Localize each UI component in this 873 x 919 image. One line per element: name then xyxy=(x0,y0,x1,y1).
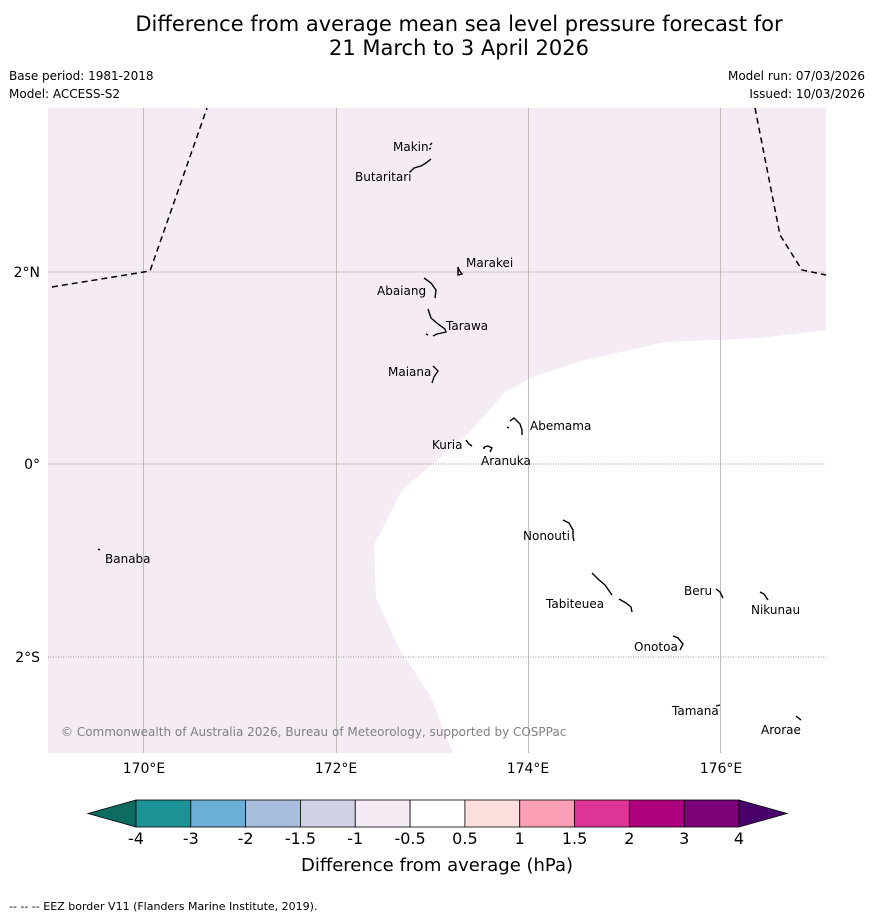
chart-title: Difference from average mean sea level p… xyxy=(0,12,873,60)
colorbar-tick-label: 1 xyxy=(515,829,525,848)
label-tamana: Tamana xyxy=(671,704,719,718)
colorbar-bin-0 xyxy=(135,799,192,828)
base-period: Base period: 1981-2018 xyxy=(9,69,154,83)
colorbar-bin-5 xyxy=(409,799,466,828)
issued-date: Issued: 10/03/2026 xyxy=(749,87,865,101)
colorbar-bin-4 xyxy=(354,799,411,828)
longitude-labels: 170°E 172°E 174°E 176°E xyxy=(123,761,743,777)
island-nonouti xyxy=(562,519,575,542)
colorbar-bin-10 xyxy=(683,799,740,828)
island-beru xyxy=(715,588,724,599)
copyright-notice: © Commonwealth of Australia 2026, Bureau… xyxy=(61,725,566,739)
lon-label-170e: 170°E xyxy=(123,761,166,777)
island-tabiteuea xyxy=(591,572,633,613)
island-abemama xyxy=(506,417,523,435)
island-nikunau xyxy=(759,591,769,601)
label-aranuka: Aranuka xyxy=(481,454,531,468)
label-makin: Makin xyxy=(393,140,429,154)
colorbar-bin-1 xyxy=(190,799,247,828)
meta-right: Model run: 07/03/2026 Issued: 10/03/2026 xyxy=(728,67,865,103)
eez-footnote: -- -- -- EEZ border V11 (Flanders Marine… xyxy=(9,900,318,913)
colorbar-tick-label: -2 xyxy=(238,829,254,848)
colorbar-bin-9 xyxy=(628,799,685,828)
label-abemama: Abemama xyxy=(530,419,591,433)
island-outlines xyxy=(97,142,802,721)
latitude-labels: 2°N 0° 2°S xyxy=(14,265,41,666)
colorbar-bin-6 xyxy=(464,799,521,828)
island-aranuka xyxy=(483,445,493,453)
label-maiana: Maiana xyxy=(388,365,431,379)
lat-label-0: 0° xyxy=(24,457,40,473)
lon-label-174e: 174°E xyxy=(507,761,550,777)
colorbar-tick-label: 2 xyxy=(624,829,634,848)
anomaly-region-light-purple xyxy=(48,108,826,753)
colorbar-tick-label: -3 xyxy=(183,829,199,848)
colorbar-tick-label: 0.5 xyxy=(452,829,477,848)
meta-left: Base period: 1981-2018 Model: ACCESS-S2 xyxy=(9,67,154,103)
island-maiana xyxy=(431,365,439,384)
label-banaba: Banaba xyxy=(105,552,151,566)
island-onotoa xyxy=(672,635,684,651)
island-abaiang xyxy=(423,277,437,299)
colorbar: -4 -3 -2 -1.5 -1 -0.5 0.5 1 1.5 2 3 4 xyxy=(86,799,789,848)
colorbar-bin-8 xyxy=(574,799,630,828)
island-marakei xyxy=(457,266,464,276)
label-nonouti: Nonouti xyxy=(523,529,570,543)
colorbar-extend-low xyxy=(86,799,137,828)
island-kuria xyxy=(465,439,473,447)
label-kuria: Kuria xyxy=(432,438,463,452)
eez-border xyxy=(51,107,827,288)
colorbar-title: Difference from average (hPa) xyxy=(301,855,573,876)
island-tarawa xyxy=(425,308,447,337)
colorbar-bin-3 xyxy=(300,799,356,828)
label-abaiang: Abaiang xyxy=(377,284,426,298)
colorbar-tick-label: 1.5 xyxy=(562,829,587,848)
label-arorae: Arorae xyxy=(761,723,801,737)
title-line-1: Difference from average mean sea level p… xyxy=(135,12,783,36)
lon-label-172e: 172°E xyxy=(315,761,358,777)
colorbar-tick-label: -0.5 xyxy=(394,829,425,848)
model-name: Model: ACCESS-S2 xyxy=(9,87,121,101)
place-labels: Makin Butaritari Marakei Abaiang Tarawa … xyxy=(105,140,801,737)
title-line-2: 21 March to 3 April 2026 xyxy=(329,36,589,60)
label-onotoa: Onotoa xyxy=(634,640,678,654)
colorbar-tick-label: 4 xyxy=(734,829,744,848)
longitude-gridlines xyxy=(143,108,721,753)
label-beru: Beru xyxy=(684,584,712,598)
lat-label-2n: 2°N xyxy=(14,265,40,281)
label-marakei: Marakei xyxy=(466,256,513,270)
island-butaritari xyxy=(409,158,432,173)
model-run: Model run: 07/03/2026 xyxy=(727,69,865,83)
colorbar-extend-high xyxy=(738,799,789,828)
label-butaritari: Butaritari xyxy=(355,170,412,184)
label-tabiteuea: Tabiteuea xyxy=(545,597,604,611)
island-makin xyxy=(428,142,433,150)
island-arorae xyxy=(795,715,802,721)
island-tamana xyxy=(715,704,721,707)
colorbar-tick-label: -4 xyxy=(128,829,144,848)
island-banaba xyxy=(97,548,101,551)
latitude-gridlines xyxy=(48,271,826,658)
lat-label-2s: 2°S xyxy=(15,650,40,666)
colorbar-tick-label: -1 xyxy=(347,829,363,848)
colorbar-bin-2 xyxy=(245,799,301,828)
lon-label-176e: 176°E xyxy=(700,761,743,777)
colorbar-tick-label: -1.5 xyxy=(285,829,316,848)
colorbar-tick-label: 3 xyxy=(679,829,689,848)
label-nikunau: Nikunau xyxy=(751,603,800,617)
colorbar-bin-7 xyxy=(519,799,575,828)
label-tarawa: Tarawa xyxy=(445,319,488,333)
